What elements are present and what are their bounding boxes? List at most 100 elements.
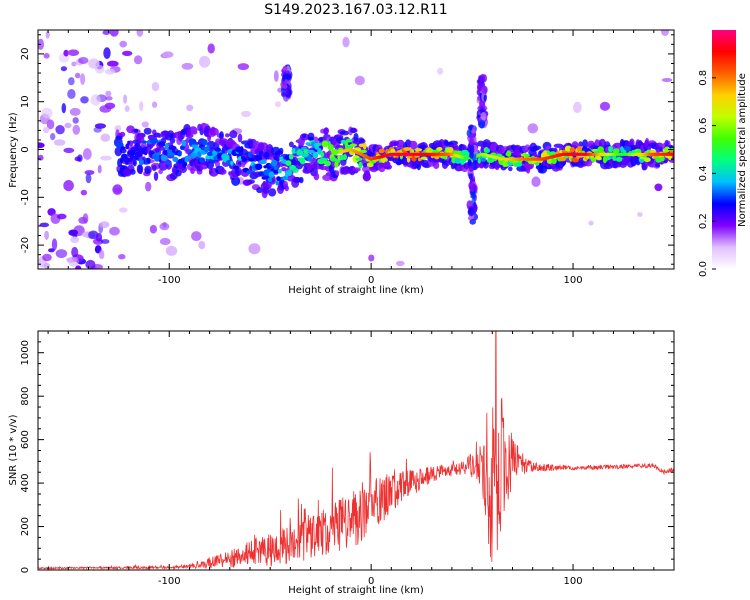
- spectrogram-ridge-band: [558, 156, 567, 162]
- spectrogram-ridge-halo: [358, 138, 366, 144]
- spectrogram-noise-blob: [42, 253, 52, 262]
- spectrogram-feature-blob: [468, 173, 473, 180]
- spectrogram-ridge-band: [184, 155, 192, 160]
- spectrogram-noise-blob: [637, 212, 643, 217]
- spectrogram-ridge-halo: [129, 169, 136, 175]
- spectrogram-noise-blob: [145, 181, 152, 192]
- spectrogram-feature-blob: [470, 133, 475, 139]
- spectrogram-ridge-band: [127, 140, 131, 145]
- spectrogram-noise-blob: [71, 246, 79, 258]
- spectrogram-ridge-band: [177, 158, 185, 164]
- spectrogram-ridge-band: [524, 153, 530, 158]
- spectrogram-ridge-band: [414, 148, 423, 152]
- spectrogram-noise-blob: [94, 123, 106, 129]
- snr-y-label: SNR (10 * v/v): [8, 414, 19, 485]
- spectrogram-ridge-band: [258, 155, 263, 161]
- spectrogram-ridge-halo: [362, 171, 371, 182]
- spectrogram-ridge-band: [345, 138, 353, 143]
- spectrogram-ridge-halo: [219, 131, 224, 140]
- spectrogram-noise-blob: [165, 245, 178, 256]
- spectrogram-noise-blob: [70, 236, 80, 244]
- spectrogram-noise-blob: [118, 254, 126, 260]
- spectrogram-ridge-halo: [532, 145, 542, 150]
- spectrogram-ridge-band: [314, 142, 322, 147]
- spectrogram-ridge-halo: [273, 154, 282, 161]
- spectrogram-plot-area: [38, 30, 674, 269]
- spectrogram-feature-blob: [471, 129, 476, 134]
- spectrogram-ridge-band: [271, 159, 278, 167]
- snr-y-tick-label: 400: [20, 474, 31, 493]
- spectrogram-ridge-band: [612, 148, 620, 154]
- spectrogram-ridge-band: [276, 176, 281, 182]
- spectrogram-ridge-band: [621, 155, 625, 159]
- spectrogram-ridge-halo: [268, 188, 277, 197]
- spectrogram-ridge-halo: [225, 133, 230, 138]
- spectrogram-ridge-halo: [157, 146, 166, 151]
- spectrogram-ridge-halo: [175, 169, 182, 177]
- spectrogram-noise-blob: [588, 220, 594, 226]
- spectrogram-noise-blob: [84, 170, 95, 175]
- spectrogram-ridge-halo: [138, 164, 144, 175]
- spectrogram-noise-blob: [100, 133, 111, 142]
- spectrogram-ridge-halo: [132, 159, 137, 167]
- spectrogram-noise-blob: [159, 237, 171, 246]
- spectrogram-noise-blob: [119, 207, 128, 213]
- spectrogram-ridge-halo: [279, 147, 284, 154]
- colorbar-tick-label: 0.8: [698, 70, 709, 86]
- snr-panel: -100 0 100 0 200 400 600 800 1000 Height of str…: [8, 330, 675, 596]
- spectrogram-ridge-band: [127, 150, 136, 156]
- spectrogram-noise-blob: [53, 139, 66, 146]
- spectrogram-noise-blob: [72, 117, 79, 124]
- spectrogram-ridge-band: [221, 147, 225, 154]
- spectrogram-ridge-band: [138, 159, 144, 166]
- spectrogram-ridge-halo: [353, 133, 359, 142]
- spectrogram-ridge-band: [378, 148, 385, 154]
- spectrogram-noise-blob: [104, 102, 116, 110]
- spectrogram-ridge-band: [150, 138, 159, 144]
- spectrogram-ridge-band: [183, 161, 188, 167]
- spectrogram-ridge-band: [287, 169, 292, 177]
- spectrogram-ridge-band: [255, 154, 260, 162]
- spectrogram-noise-blob: [654, 183, 663, 192]
- spectrogram-y-tick-label: 20: [20, 48, 31, 61]
- spectrogram-noise-blob: [437, 67, 444, 75]
- spectrogram-ridge-band: [327, 144, 334, 151]
- spectrogram-noise-blob: [71, 61, 77, 67]
- spectrogram-ridge-band: [359, 149, 367, 154]
- spectrogram-ridge-halo: [508, 166, 513, 172]
- spectrogram-ridge-halo: [302, 133, 307, 139]
- spectrogram-noise-blob: [162, 51, 174, 58]
- spectrogram-noise-blob: [122, 50, 133, 57]
- spectrogram-ridge-band: [141, 140, 147, 144]
- spectrogram-noise-blob: [119, 40, 127, 48]
- spectrogram-ridge-band: [199, 157, 206, 163]
- spectrogram-ridge-halo: [206, 161, 214, 170]
- spectrogram-noise-blob: [107, 60, 119, 67]
- spectrogram-ridge-band: [132, 146, 140, 152]
- spectrogram-ridge-halo: [258, 149, 264, 157]
- spectrogram-noise-blob: [248, 243, 261, 255]
- spectrogram-ridge-band: [624, 146, 632, 152]
- spectrogram-noise-blob: [67, 89, 76, 99]
- spectrogram-feature-blob: [469, 150, 474, 159]
- spectrogram-noise-blob: [51, 238, 58, 251]
- spectrogram-ridge-band: [577, 145, 582, 153]
- spectrogram-x-tick-label: 100: [564, 275, 583, 286]
- spectrogram-noise-blob: [100, 239, 110, 244]
- snr-x-tick-label: 0: [368, 576, 374, 587]
- spectrogram-noise-blob: [100, 155, 112, 161]
- spectrogram-feature-blob: [481, 85, 488, 95]
- spectrogram-ridge-band: [569, 146, 576, 153]
- spectrogram-feature-blob: [282, 66, 287, 72]
- spectrogram-feature-blob: [469, 219, 477, 225]
- spectrogram-ridge-band: [255, 163, 263, 170]
- spectrogram-ridge-band: [420, 156, 428, 160]
- spectrogram-noise-blob: [82, 148, 92, 160]
- spectrogram-feature-blob: [282, 74, 287, 80]
- spectrogram-noise-blob: [50, 133, 56, 141]
- spectrogram-feature-blob: [477, 81, 483, 92]
- spectrogram-noise-blob: [149, 224, 157, 234]
- spectrogram-ridge-band: [167, 151, 176, 157]
- spectrogram-ridge-band: [608, 146, 614, 153]
